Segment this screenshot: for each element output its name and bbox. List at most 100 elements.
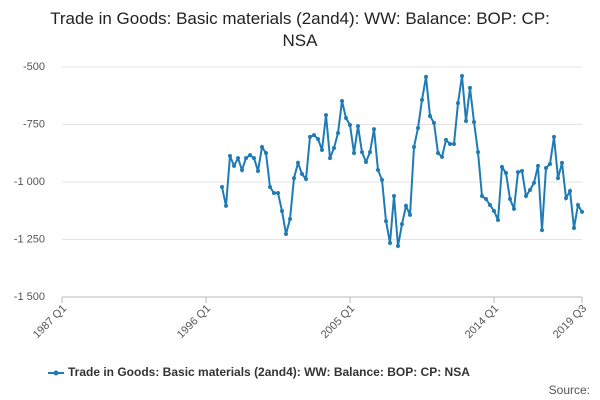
data-point <box>280 208 284 213</box>
data-point <box>580 209 584 214</box>
data-point <box>492 208 496 213</box>
data-point <box>508 197 512 202</box>
x-tick-label: 2005 Q1 <box>319 303 357 341</box>
data-point <box>364 159 368 164</box>
y-tick-label: -1 000 <box>14 176 45 188</box>
data-point <box>284 231 288 236</box>
data-point <box>336 131 340 136</box>
data-point <box>296 160 300 165</box>
data-point <box>404 203 408 208</box>
data-point <box>440 154 444 159</box>
data-point <box>308 134 312 139</box>
data-point <box>272 191 276 196</box>
series-line <box>221 75 583 247</box>
data-point <box>552 134 556 139</box>
data-point <box>416 125 420 130</box>
data-point <box>348 122 352 127</box>
data-point <box>484 197 488 202</box>
data-point <box>460 73 464 78</box>
data-point <box>264 151 268 156</box>
data-point <box>276 191 280 196</box>
x-tick-label: 1996 Q1 <box>175 303 213 341</box>
data-point <box>408 212 412 217</box>
data-point <box>504 171 508 176</box>
data-point <box>572 226 576 230</box>
data-point <box>452 142 456 147</box>
data-point <box>500 165 504 170</box>
data-point <box>232 163 236 168</box>
data-point <box>576 203 580 207</box>
legend-label: Trade in Goods: Basic materials (2and4):… <box>68 365 470 379</box>
source: Source: <box>549 383 590 397</box>
data-point <box>224 203 228 208</box>
data-point <box>412 145 416 150</box>
data-point <box>488 203 492 207</box>
data-point <box>468 85 472 90</box>
data-point <box>356 124 360 129</box>
y-tick-label: -1 250 <box>14 233 45 245</box>
x-tick-label: 2014 Q1 <box>463 303 501 341</box>
data-point <box>240 168 244 173</box>
y-tick-label: -750 <box>23 118 45 130</box>
data-point <box>516 170 520 175</box>
data-point <box>384 219 388 224</box>
data-point <box>372 127 376 132</box>
legend-marker <box>53 370 59 376</box>
chart-title: Trade in Goods: Basic materials (2and4):… <box>50 9 550 50</box>
x-tick-label: 1987 Q1 <box>31 303 69 341</box>
data-point <box>444 137 448 142</box>
data-point <box>472 119 476 124</box>
x-tick-label: 2019 Q3 <box>551 303 589 341</box>
data-point <box>564 196 568 201</box>
data-point <box>540 228 544 233</box>
data-point <box>512 206 516 211</box>
data-point <box>268 185 272 190</box>
data-point <box>396 243 400 248</box>
data-point <box>316 136 320 141</box>
data-point <box>332 145 336 150</box>
y-tick-label: -1 500 <box>14 291 45 303</box>
data-point <box>220 185 224 190</box>
data-point <box>256 168 260 173</box>
data-point <box>340 99 344 104</box>
data-point <box>368 150 372 155</box>
data-point <box>420 97 424 102</box>
y-tick-label: -500 <box>23 61 45 73</box>
data-point <box>252 156 256 161</box>
data-point <box>400 222 404 227</box>
data-point <box>548 162 552 167</box>
data-point <box>312 133 316 138</box>
data-point <box>568 188 572 193</box>
data-point <box>328 156 332 161</box>
data-point <box>432 120 436 125</box>
data-point <box>392 194 396 199</box>
data-point <box>352 151 356 156</box>
data-point <box>320 148 324 153</box>
data-point <box>520 168 524 173</box>
data-point <box>236 156 240 161</box>
data-point <box>532 180 536 185</box>
data-point <box>480 194 484 199</box>
data-point <box>464 119 468 124</box>
data-point <box>524 194 528 199</box>
data-point <box>556 176 560 181</box>
data-point <box>544 165 548 170</box>
data-point <box>360 150 364 155</box>
data-point <box>476 150 480 155</box>
data-point <box>324 113 328 118</box>
data-point <box>424 74 428 79</box>
data-point <box>244 156 248 161</box>
data-point <box>380 177 384 182</box>
data-point <box>292 176 296 181</box>
data-point <box>260 145 264 150</box>
data-point <box>228 154 232 159</box>
data-point <box>248 153 252 158</box>
data-point <box>496 217 500 222</box>
data-point <box>288 217 292 222</box>
data-point <box>300 171 304 176</box>
data-point <box>388 240 392 245</box>
data-point <box>428 113 432 118</box>
data-point <box>344 116 348 121</box>
